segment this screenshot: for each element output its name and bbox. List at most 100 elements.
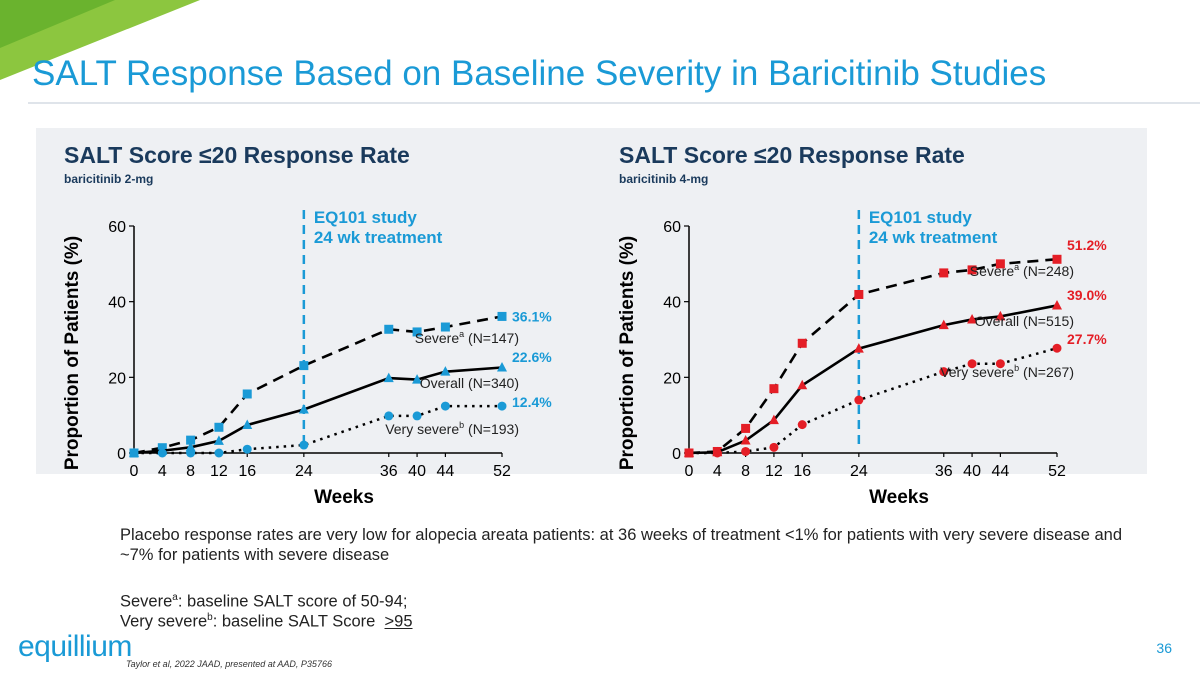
y-axis-title: Proportion of Patients (%): [62, 236, 83, 470]
data-point: [995, 359, 1005, 369]
data-point: [242, 419, 253, 430]
data-point: [440, 322, 450, 332]
series-line-severe: [133, 315, 503, 455]
x-tick-label: 52: [1048, 463, 1066, 480]
data-point: [186, 435, 196, 445]
data-point: [854, 395, 864, 405]
series-legend-label: Very severeb (N=267): [940, 363, 1074, 380]
data-point: [412, 411, 422, 421]
chart-svg: 0 20 40 60 0 4 8 12 16 24 36 40 44 52 Weeks Proportion …: [617, 208, 1107, 508]
chart-subtitle: baricitinib 2-mg: [64, 172, 154, 186]
data-point: [769, 442, 779, 452]
x-tick-label: 36: [935, 463, 953, 480]
data-point: [740, 435, 751, 445]
y-axis-title: Proportion of Patients (%): [617, 236, 638, 470]
study-label: EQ101 study: [314, 208, 418, 227]
data-point: [684, 448, 694, 458]
data-point: [497, 361, 507, 372]
chart-title: SALT Score ≤20 Response Rate: [64, 142, 410, 168]
study-label: EQ101 study: [869, 208, 973, 227]
placebo-note: Placebo response rates are very low for …: [120, 526, 1123, 564]
data-point: [1052, 343, 1062, 353]
series-legend-label: Very severeb (N=193): [385, 420, 519, 437]
slide-title: SALT Response Based on Baseline Severity…: [32, 54, 1047, 93]
data-point: [995, 259, 1005, 269]
data-point: [497, 311, 507, 321]
series-legend-label: Severea (N=248): [970, 262, 1074, 279]
data-point: [741, 446, 751, 456]
chart-panel-4mg: SALT Score ≤20 Response Rate baricitinib…: [591, 128, 1147, 508]
data-point: [242, 444, 252, 454]
data-point: [299, 440, 309, 450]
equillium-logo: equillium: [18, 630, 132, 663]
x-tick-label: 0: [130, 463, 139, 480]
data-point: [797, 379, 808, 390]
x-tick-label: 40: [408, 463, 426, 480]
end-value-label: 22.6%: [512, 349, 552, 365]
data-point: [939, 367, 949, 377]
chart-title: SALT Score ≤20 Response Rate: [619, 142, 965, 168]
y-tick-label: 20: [108, 370, 126, 387]
y-tick-label: 40: [663, 295, 681, 312]
x-tick-label: 40: [963, 463, 981, 480]
x-axis-title: Weeks: [314, 487, 374, 508]
x-tick-label: 24: [295, 463, 313, 480]
x-tick-label: 0: [685, 463, 694, 480]
x-tick-label: 44: [436, 463, 454, 480]
data-point: [298, 403, 309, 414]
corner-accent-dark: [0, 0, 115, 48]
y-tick-label: 60: [108, 219, 126, 236]
x-tick-label: 44: [991, 463, 1009, 480]
citation: Taylor et al, 2022 JAAD, presented at AA…: [126, 659, 332, 669]
chart-panel-2mg: SALT Score ≤20 Response Rate baricitinib…: [36, 128, 592, 508]
data-point: [412, 374, 423, 384]
data-point: [214, 422, 224, 432]
end-value-label: 12.4%: [512, 394, 552, 410]
series-legend-label: Overall (N=515): [975, 313, 1074, 329]
x-tick-label: 4: [158, 463, 167, 480]
footnote-severe: Severea: baseline SALT score of 50-94;: [120, 592, 408, 611]
data-point: [1052, 254, 1062, 264]
data-point: [186, 448, 196, 458]
data-point: [797, 420, 807, 430]
series-legend-label: Overall (N=340): [420, 375, 519, 391]
data-point: [769, 384, 779, 394]
chart-svg: 0 20 40 60 0 4 8 12 16 24 36 40 44 52 Weeks Proportion …: [62, 208, 552, 508]
page-number: 36: [1156, 640, 1172, 656]
series-line-very-severe: [689, 346, 1058, 455]
study-label-duration: 24 wk treatment: [314, 228, 443, 247]
x-axis-title: Weeks: [869, 487, 929, 508]
data-point: [497, 401, 507, 411]
data-point: [213, 435, 224, 445]
end-value-label: 27.7%: [1067, 331, 1107, 347]
x-tick-label: 16: [238, 463, 256, 480]
data-point: [967, 313, 978, 324]
title-divider: [28, 102, 1200, 104]
data-point: [768, 414, 779, 425]
data-point: [854, 289, 864, 299]
data-point: [384, 324, 394, 334]
data-point: [939, 268, 949, 278]
end-value-label: 36.1%: [512, 308, 552, 324]
data-point: [383, 372, 394, 383]
data-point: [967, 265, 977, 275]
data-point: [299, 361, 309, 371]
series-line-severe: [688, 257, 1058, 455]
x-tick-label: 12: [765, 463, 783, 480]
data-point: [185, 441, 196, 452]
data-point: [440, 366, 451, 376]
series-line-overall: [688, 304, 1058, 455]
x-tick-label: 4: [713, 463, 722, 480]
data-point: [967, 359, 977, 369]
data-point: [741, 423, 751, 433]
x-tick-label: 24: [850, 463, 868, 480]
y-tick-label: 0: [672, 446, 681, 463]
series-legend-label: Severea (N=147): [415, 329, 519, 346]
x-tick-label: 16: [793, 463, 811, 480]
data-point: [938, 319, 949, 330]
y-tick-label: 20: [663, 370, 681, 387]
x-tick-label: 8: [186, 463, 195, 480]
series-line-overall: [133, 366, 503, 455]
data-point: [157, 448, 167, 458]
chart-subtitle: baricitinib 4-mg: [619, 172, 709, 186]
